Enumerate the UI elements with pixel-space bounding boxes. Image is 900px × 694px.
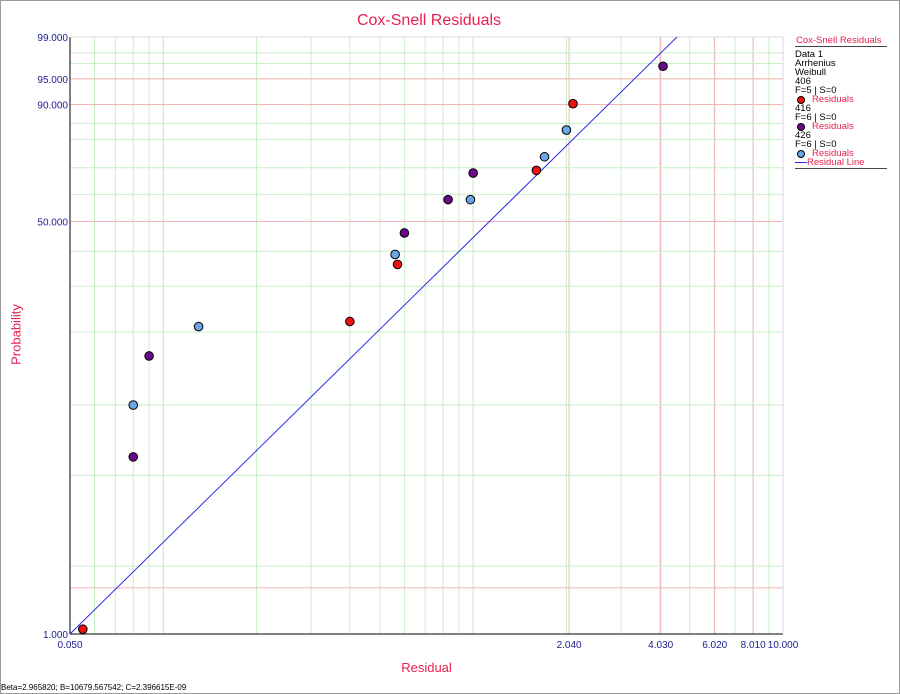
axes xyxy=(69,36,784,635)
residual-point xyxy=(144,351,154,361)
legend-group-name: 426 xyxy=(795,130,811,141)
residual-point xyxy=(561,125,572,135)
residual-point xyxy=(539,151,550,162)
legend-entry: Residuals xyxy=(795,122,887,131)
residual-point xyxy=(468,168,478,178)
status-bar: Beta=2.965820; B=10679.567542; C=2.39661… xyxy=(1,683,187,692)
residual-point xyxy=(392,259,403,270)
residual-point xyxy=(443,194,453,205)
plot-background xyxy=(70,37,783,634)
legend-header: Cox-Snell Residuals xyxy=(795,36,887,47)
legend-group-counts: F=6 | S=0 xyxy=(795,139,837,150)
y-tick-label: 50.000 xyxy=(37,218,68,229)
residual-point xyxy=(78,624,88,635)
y-tick-label: 90.000 xyxy=(37,101,68,112)
y-tick-label: 95.000 xyxy=(37,75,68,86)
legend-entry-label: Residuals xyxy=(812,148,854,159)
line-swatch-icon xyxy=(795,162,807,163)
residual-point xyxy=(658,61,668,72)
x-tick-label: 4.030 xyxy=(648,640,673,651)
legend-fit-entry: Residual Line xyxy=(795,158,887,169)
legend-fit-label: Residual Line xyxy=(807,157,865,168)
residual-point xyxy=(531,165,542,176)
residual-point xyxy=(128,452,139,462)
x-tick-label: 0.050 xyxy=(57,640,82,651)
chart-title: Cox-Snell Residuals xyxy=(356,12,502,29)
residual-point xyxy=(399,228,410,238)
residual-point xyxy=(465,194,476,205)
x-tick-label: 6.020 xyxy=(702,640,727,651)
residual-point xyxy=(390,249,400,260)
legend-marker-icon xyxy=(797,95,805,104)
legend: Cox-Snell Residuals Data 1 Arrhenius Wei… xyxy=(795,36,887,169)
y-axis-title: Probability xyxy=(8,304,24,365)
grid xyxy=(70,37,783,634)
legend-data-label: Data 1 xyxy=(795,49,823,60)
y-tick-label: 1.000 xyxy=(43,630,68,641)
residual-line xyxy=(70,37,678,634)
x-tick-label: 2.040 xyxy=(557,640,582,651)
legend-entry-label: Residuals xyxy=(812,121,854,132)
x-tick-label: 8.010 xyxy=(741,640,766,651)
legend-group-name: 416 xyxy=(795,103,811,114)
legend-marker-icon xyxy=(797,149,805,158)
x-axis-title: Residual xyxy=(401,660,452,675)
tick-labels: 0.050 2.040 4.030 6.020 8.010 10.000 1.000 50.0… xyxy=(37,33,798,651)
residual-point xyxy=(128,400,139,410)
residual-point xyxy=(568,98,578,109)
legend-marker-icon xyxy=(797,122,805,131)
x-tick-label: 10.000 xyxy=(768,640,799,651)
legend-group-name: 406 xyxy=(795,76,811,87)
residual-point xyxy=(345,316,355,327)
legend-distribution: Weibull xyxy=(795,67,826,78)
legend-entry: Residuals xyxy=(795,149,887,158)
residual-points xyxy=(78,61,668,635)
residual-line-path xyxy=(70,37,678,634)
legend-model: Arrhenius xyxy=(795,58,836,69)
legend-group-counts: F=6 | S=0 xyxy=(795,112,837,123)
legend-entry: Residuals xyxy=(795,95,887,104)
residual-point xyxy=(193,321,204,332)
y-tick-label: 99.000 xyxy=(37,33,68,44)
legend-entry-label: Residuals xyxy=(812,94,854,105)
legend-group-counts: F=5 | S=0 xyxy=(795,85,837,96)
